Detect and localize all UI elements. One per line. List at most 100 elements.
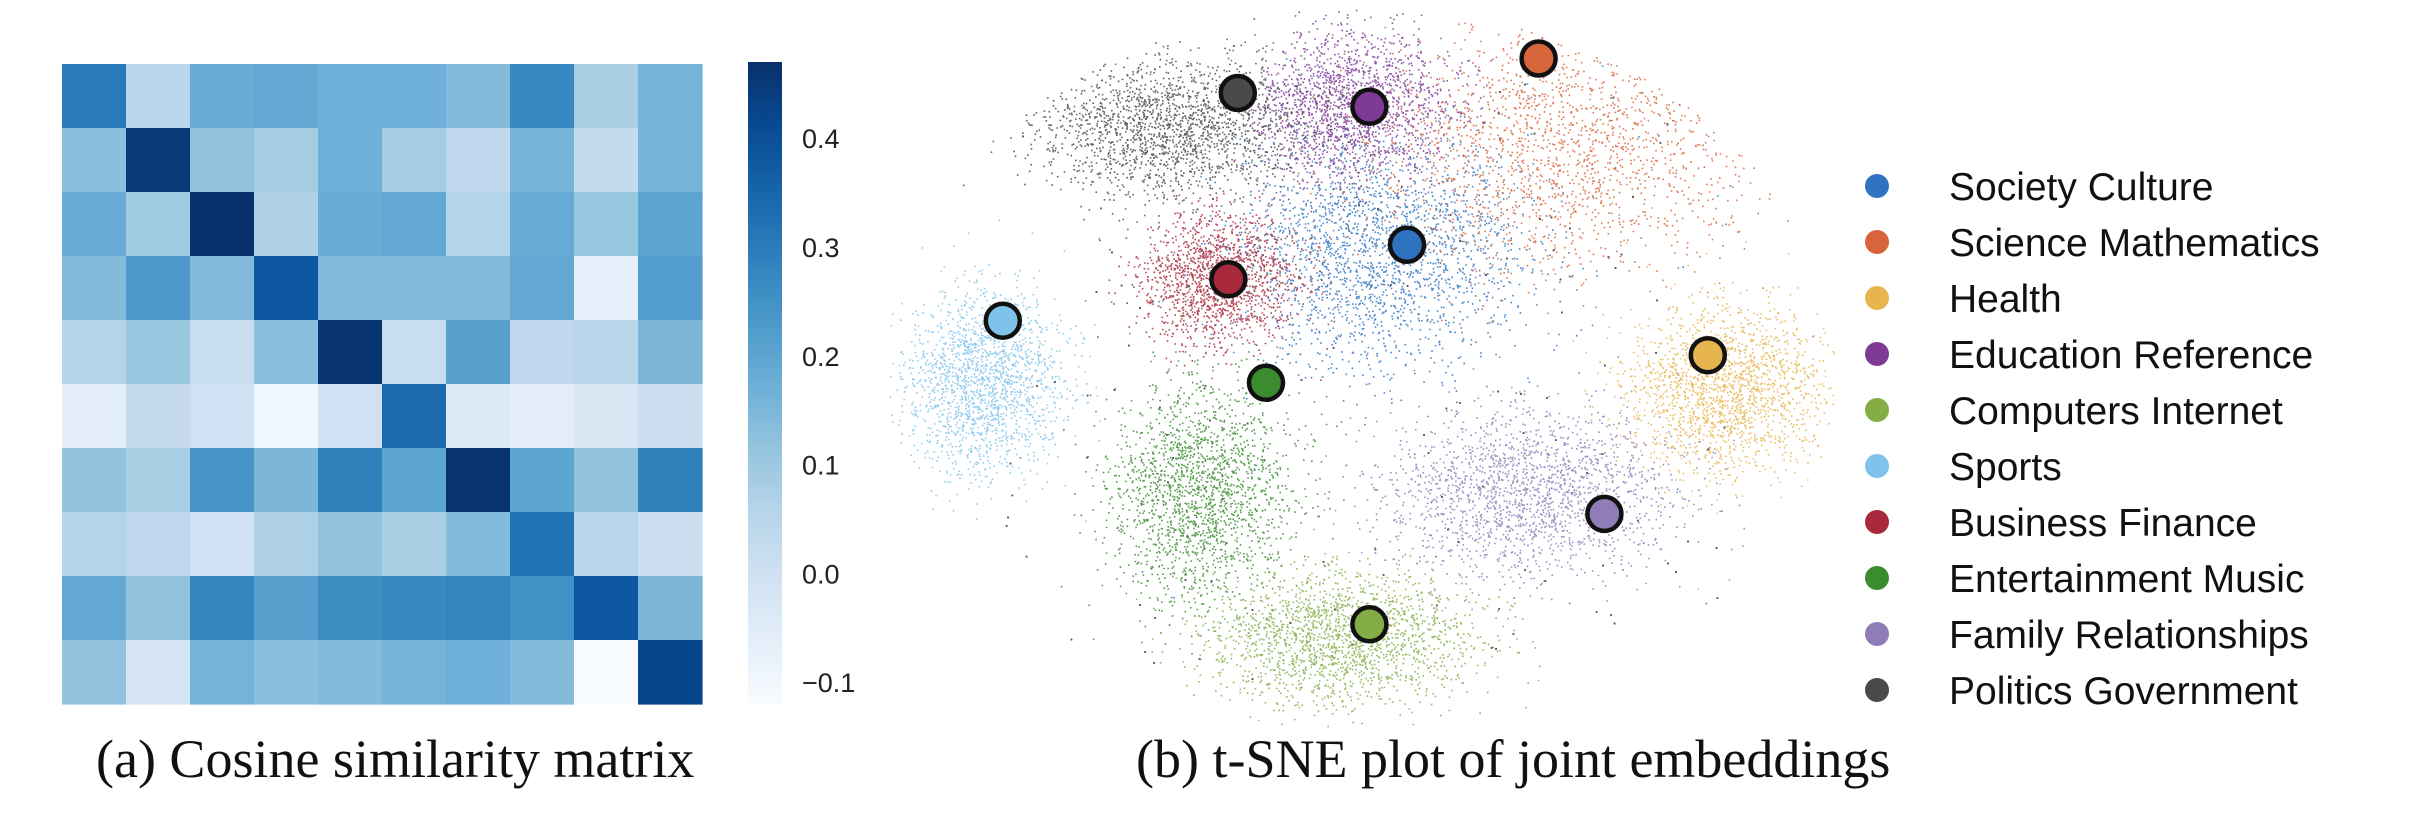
heatmap-cell-r8-c3 bbox=[254, 576, 319, 641]
heatmap-cell-r8-c4 bbox=[318, 576, 383, 641]
heatmap-cell-r6-c3 bbox=[254, 448, 319, 513]
series-points-society-culture bbox=[1005, 44, 1732, 653]
legend-swatch bbox=[1865, 286, 1889, 310]
legend-label: Entertainment Music bbox=[1949, 558, 2304, 601]
centroid-marker-society-culture bbox=[1387, 225, 1427, 265]
legend-swatch bbox=[1865, 230, 1889, 254]
legend-label: Science Mathematics bbox=[1949, 222, 2320, 265]
heatmap-cell-r6-c8 bbox=[574, 448, 639, 513]
heatmap-cell-r6-c6 bbox=[446, 448, 511, 513]
heatmap-cell-r0-c4 bbox=[318, 64, 383, 129]
heatmap-cell-r3-c6 bbox=[446, 256, 511, 321]
heatmap-cell-r9-c4 bbox=[318, 640, 383, 705]
heatmap-cell-r4-c6 bbox=[446, 320, 511, 385]
heatmap-cell-r8-c5 bbox=[382, 576, 447, 641]
series-dots bbox=[889, 79, 1726, 680]
heatmap-cells bbox=[62, 64, 703, 705]
heatmap-cell-r0-c6 bbox=[446, 64, 511, 129]
colorbar: 0.4 0.3 0.2 0.1 0.0 −0.1 bbox=[748, 62, 855, 704]
colorbar-tick-label: 0.1 bbox=[802, 451, 840, 481]
legend-label: Computers Internet bbox=[1949, 390, 2283, 433]
heatmap-cell-r1-c2 bbox=[190, 128, 255, 193]
heatmap-cell-r6-c4 bbox=[318, 448, 383, 513]
heatmap-cell-r2-c9 bbox=[638, 192, 703, 257]
legend-label: Education Reference bbox=[1949, 334, 2313, 377]
centroid-marker-education-reference bbox=[1350, 87, 1389, 127]
legend: Society Culture Science Mathematics Health… bbox=[1865, 166, 2320, 713]
heatmap-cell-r8-c9 bbox=[638, 576, 703, 641]
heatmap-cell-r7-c3 bbox=[254, 512, 319, 577]
heatmap-cell-r7-c2 bbox=[190, 512, 255, 577]
heatmap-cell-r1-c6 bbox=[446, 128, 511, 193]
heatmap-cell-r3-c5 bbox=[382, 256, 447, 321]
heatmap-cell-r3-c8 bbox=[574, 256, 639, 321]
legend-label: Business Finance bbox=[1949, 502, 2257, 545]
heatmap-cell-r0-c3 bbox=[254, 64, 319, 129]
legend-swatch bbox=[1865, 174, 1889, 198]
heatmap-cell-r3-c9 bbox=[638, 256, 703, 321]
heatmap-cell-r4-c5 bbox=[382, 320, 447, 385]
heatmap-cell-r9-c9 bbox=[638, 640, 703, 705]
centroid-marker-entertainment-music bbox=[1246, 363, 1286, 403]
heatmap-cell-r6-c7 bbox=[510, 448, 575, 513]
heatmap-cell-r2-c5 bbox=[382, 192, 447, 257]
centroid-marker-politics-government bbox=[1218, 73, 1258, 113]
heatmap-cell-r7-c4 bbox=[318, 512, 383, 577]
heatmap-cell-r1-c0 bbox=[62, 128, 127, 193]
heatmap-cell-r2-c3 bbox=[254, 192, 319, 257]
heatmap-cell-r0-c9 bbox=[638, 64, 703, 129]
heatmap-cell-r0-c0 bbox=[62, 64, 127, 129]
tsne-centroid-markers bbox=[983, 39, 1728, 644]
centroid-marker-health bbox=[1688, 335, 1728, 375]
centroid-marker-family-relationships bbox=[1585, 494, 1624, 534]
series-points-sports bbox=[889, 79, 1726, 680]
heatmap-cell-r7-c9 bbox=[638, 512, 703, 577]
heatmap-cell-r1-c4 bbox=[318, 128, 383, 193]
heatmap-cell-r3-c2 bbox=[190, 256, 255, 321]
heatmap-cell-r1-c3 bbox=[254, 128, 319, 193]
heatmap-cell-r3-c7 bbox=[510, 256, 575, 321]
centroid-marker-science-mathematics bbox=[1519, 39, 1558, 78]
heatmap-cell-r1-c1 bbox=[126, 128, 191, 193]
heatmap-cell-r1-c9 bbox=[638, 128, 703, 193]
heatmap-cell-r5-c1 bbox=[126, 384, 191, 449]
heatmap-cell-r0-c8 bbox=[574, 64, 639, 129]
colorbar-tick-label: 0.2 bbox=[802, 342, 840, 372]
heatmap-cell-r5-c8 bbox=[574, 384, 639, 449]
legend-swatch bbox=[1865, 342, 1889, 366]
series-points-health bbox=[1000, 79, 1835, 680]
heatmap-cell-r9-c1 bbox=[126, 640, 191, 705]
heatmap-cell-r6-c5 bbox=[382, 448, 447, 513]
legend-label: Society Culture bbox=[1949, 166, 2213, 209]
heatmap-cell-r4-c3 bbox=[254, 320, 319, 385]
heatmap-cell-r0-c7 bbox=[510, 64, 575, 129]
heatmap-cell-r2-c6 bbox=[446, 192, 511, 257]
heatmap-cell-r2-c4 bbox=[318, 192, 383, 257]
colorbar-gradient bbox=[748, 62, 782, 704]
legend-label: Health bbox=[1949, 278, 2062, 321]
heatmap-cell-r7-c5 bbox=[382, 512, 447, 577]
colorbar-tick-label: 0.4 bbox=[802, 124, 840, 154]
heatmap-cell-r7-c0 bbox=[62, 512, 127, 577]
legend-label: Family Relationships bbox=[1949, 614, 2309, 657]
heatmap-cell-r5-c7 bbox=[510, 384, 575, 449]
heatmap-cell-r0-c1 bbox=[126, 64, 191, 129]
colorbar-tick-label: −0.1 bbox=[802, 668, 855, 698]
heatmap-cell-r8-c1 bbox=[126, 576, 191, 641]
heatmap-cell-r1-c5 bbox=[382, 128, 447, 193]
legend-swatch bbox=[1865, 622, 1889, 646]
heatmap-cell-r0-c2 bbox=[190, 64, 255, 129]
heatmap-cell-r9-c5 bbox=[382, 640, 447, 705]
centroid-marker-computers-internet bbox=[1350, 605, 1389, 644]
heatmap-cell-r6-c9 bbox=[638, 448, 703, 513]
heatmap-cell-r1-c8 bbox=[574, 128, 639, 193]
heatmap-cell-r7-c8 bbox=[574, 512, 639, 577]
heatmap-cell-r7-c7 bbox=[510, 512, 575, 577]
heatmap-cell-r9-c3 bbox=[254, 640, 319, 705]
heatmap-cell-r2-c8 bbox=[574, 192, 639, 257]
heatmap-cell-r3-c1 bbox=[126, 256, 191, 321]
heatmap-cell-r0-c5 bbox=[382, 64, 447, 129]
heatmap-cell-r5-c4 bbox=[318, 384, 383, 449]
heatmap-cell-r8-c2 bbox=[190, 576, 255, 641]
